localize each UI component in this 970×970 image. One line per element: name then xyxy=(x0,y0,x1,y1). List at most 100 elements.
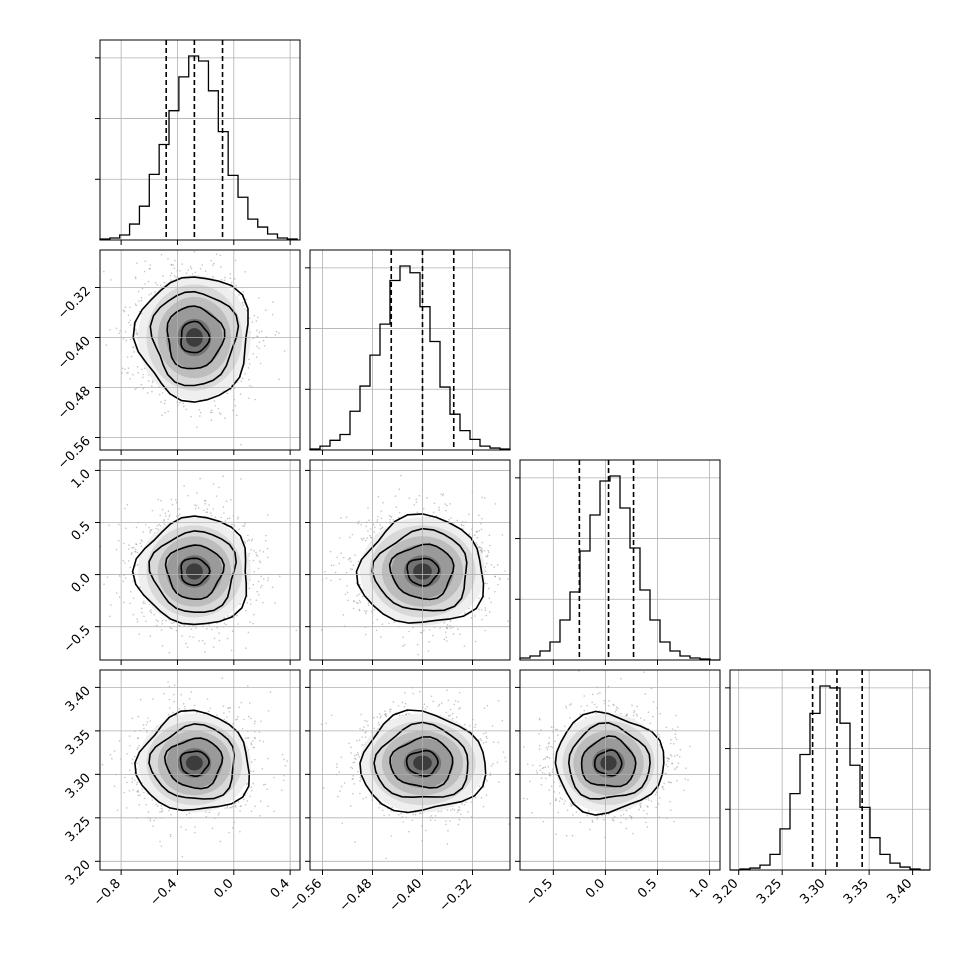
sample-point xyxy=(612,703,614,706)
sample-point xyxy=(411,819,414,822)
sample-point xyxy=(379,716,381,719)
sample-point xyxy=(278,575,281,578)
sample-point xyxy=(617,707,619,710)
sample-point xyxy=(127,560,130,562)
sample-point xyxy=(228,707,230,709)
sample-point xyxy=(248,587,251,590)
sample-point xyxy=(108,615,111,618)
x-tick-label: −0.32 xyxy=(437,876,476,915)
sample-point xyxy=(349,568,352,570)
sample-point xyxy=(239,805,242,808)
panel-content xyxy=(100,250,300,450)
sample-point xyxy=(140,297,143,299)
sample-point xyxy=(259,739,261,742)
sample-point xyxy=(381,623,384,626)
sample-point xyxy=(135,304,137,307)
sample-point xyxy=(646,805,648,807)
sample-point xyxy=(137,789,139,792)
sample-point xyxy=(124,368,126,370)
sample-point xyxy=(501,719,504,722)
sample-point xyxy=(272,301,274,303)
sample-point xyxy=(438,509,440,511)
sample-point xyxy=(257,567,260,570)
sample-point xyxy=(669,809,672,811)
sample-point xyxy=(449,708,452,711)
sample-point xyxy=(412,692,415,695)
sample-point xyxy=(149,530,151,532)
sample-point xyxy=(497,583,499,586)
sample-point xyxy=(214,516,217,518)
sample-point xyxy=(440,810,443,813)
sample-point xyxy=(240,443,242,446)
sample-point xyxy=(413,504,416,506)
sample-point xyxy=(632,714,635,717)
sample-point xyxy=(349,536,351,539)
y-axis-3: 3.20 3.25 3.30 3.35 3.40 xyxy=(63,684,100,889)
sample-point xyxy=(173,684,176,687)
sample-point xyxy=(167,713,170,716)
sample-point xyxy=(630,816,632,818)
sample-point xyxy=(118,332,120,335)
sample-point xyxy=(449,714,451,717)
sample-point xyxy=(117,539,120,542)
sample-point xyxy=(134,276,137,278)
sample-point xyxy=(136,781,139,784)
sample-point xyxy=(339,790,341,792)
sample-point xyxy=(252,583,255,586)
sample-point xyxy=(404,702,407,705)
sample-point xyxy=(488,551,490,554)
sample-point xyxy=(231,827,234,829)
sample-point xyxy=(676,766,679,768)
sample-point xyxy=(499,578,501,581)
sample-point xyxy=(356,739,358,742)
sample-point xyxy=(245,783,248,786)
sample-point xyxy=(369,536,372,538)
sample-point xyxy=(250,770,252,772)
sample-point xyxy=(113,785,116,788)
sample-point xyxy=(143,600,145,603)
sample-point xyxy=(138,310,141,313)
sample-point xyxy=(476,530,478,533)
sample-point xyxy=(523,797,525,800)
x-axis-2: −0.5 0.0 0.5 1.0 xyxy=(523,870,712,909)
sample-point xyxy=(389,518,392,521)
sample-point xyxy=(488,587,490,590)
panel-frame xyxy=(99,459,301,661)
sample-point xyxy=(647,797,650,799)
x-tick-label: 3.35 xyxy=(841,876,872,907)
sample-point xyxy=(395,506,398,508)
sample-point xyxy=(266,788,269,790)
sample-point xyxy=(127,321,130,324)
sample-point xyxy=(259,362,262,365)
sample-point xyxy=(481,547,483,550)
sample-point xyxy=(446,640,448,642)
sample-point xyxy=(250,742,253,744)
sample-point xyxy=(484,582,487,584)
sample-point xyxy=(549,802,552,805)
sample-point xyxy=(483,497,486,499)
sample-point xyxy=(498,781,500,784)
sample-point xyxy=(538,732,540,735)
sample-point xyxy=(370,794,373,797)
sample-point xyxy=(357,753,360,756)
sample-point xyxy=(168,698,171,701)
sample-point xyxy=(367,604,370,607)
sample-point xyxy=(243,798,245,801)
sample-point xyxy=(242,304,245,307)
sample-point xyxy=(416,511,419,514)
sample-point xyxy=(253,722,256,725)
sample-point xyxy=(167,510,170,513)
sample-point xyxy=(389,710,391,713)
sample-point xyxy=(429,629,431,631)
sample-point xyxy=(446,689,448,692)
sample-point xyxy=(229,277,232,279)
sample-point xyxy=(492,763,494,765)
sample-point xyxy=(564,725,566,728)
sample-point xyxy=(535,770,538,772)
sample-point xyxy=(143,367,146,370)
sample-point xyxy=(164,512,167,515)
sample-point xyxy=(124,562,126,564)
sample-point xyxy=(129,319,132,322)
sample-point xyxy=(636,715,638,717)
sample-point xyxy=(236,718,238,720)
